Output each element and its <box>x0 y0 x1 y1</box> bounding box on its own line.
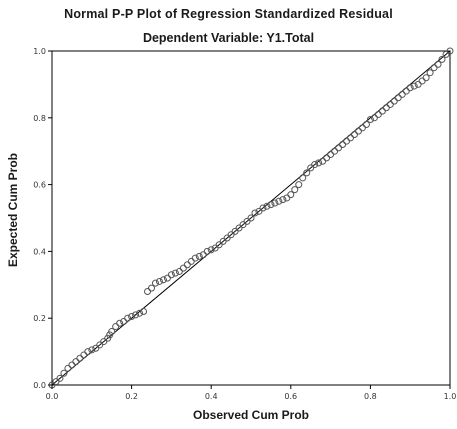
data-point <box>140 308 148 316</box>
data-point <box>136 309 144 317</box>
data-point <box>366 115 374 123</box>
data-point <box>291 186 299 194</box>
y-tick-label: 0.0 <box>33 381 46 390</box>
data-point <box>155 277 163 285</box>
data-point <box>84 348 92 356</box>
data-point <box>259 204 267 212</box>
data-point <box>426 69 434 77</box>
data-point <box>88 346 96 354</box>
y-axis-label: Expected Cum Prob <box>6 152 20 268</box>
data-point <box>422 74 430 82</box>
data-point <box>279 196 287 204</box>
x-tick-label: 1.0 <box>444 392 457 401</box>
data-point <box>299 174 307 182</box>
x-tick-label: 0.4 <box>205 392 218 401</box>
data-point <box>203 247 211 255</box>
data-point <box>275 197 283 205</box>
data-point <box>108 328 116 336</box>
data-point <box>287 191 295 199</box>
data-point <box>303 169 311 177</box>
x-tick-label: 0.8 <box>364 392 377 401</box>
data-point <box>434 60 442 68</box>
data-point <box>251 209 259 217</box>
data-point <box>56 374 64 382</box>
y-tick-label: 0.2 <box>33 314 46 323</box>
data-point <box>207 246 215 254</box>
y-tick-label: 0.8 <box>33 114 46 123</box>
data-point <box>315 159 323 167</box>
data-point <box>362 120 370 128</box>
data-point <box>132 311 140 319</box>
data-point <box>167 271 175 279</box>
data-point <box>311 161 319 169</box>
chart-title: Normal P-P Plot of Regression Standardiz… <box>64 7 393 21</box>
data-point <box>263 202 271 210</box>
data-point <box>247 214 255 222</box>
data-point <box>267 201 275 209</box>
data-point <box>128 313 136 321</box>
data-point <box>148 284 155 292</box>
x-tick-label: 0.2 <box>125 392 138 401</box>
data-point <box>195 252 203 260</box>
data-point <box>406 84 414 92</box>
chart-subtitle: Dependent Variable: Y1.Total <box>142 31 315 45</box>
data-point <box>271 199 279 207</box>
x-tick-label: 0.6 <box>284 392 297 401</box>
data-point <box>295 181 303 189</box>
x-axis-label: Observed Cum Prob <box>192 408 310 422</box>
data-point <box>116 319 124 327</box>
y-tick-label: 1.0 <box>33 47 46 56</box>
data-point <box>171 269 179 277</box>
data-point <box>410 82 418 90</box>
data-point <box>438 55 446 63</box>
data-point <box>446 47 454 55</box>
y-tick-label: 0.4 <box>33 247 46 256</box>
data-point <box>60 369 68 377</box>
x-tick-label: 0.0 <box>46 392 59 401</box>
y-tick-label: 0.6 <box>33 181 46 190</box>
data-point <box>151 279 159 287</box>
data-point <box>124 314 132 322</box>
data-point <box>159 276 167 284</box>
data-point <box>191 254 199 262</box>
